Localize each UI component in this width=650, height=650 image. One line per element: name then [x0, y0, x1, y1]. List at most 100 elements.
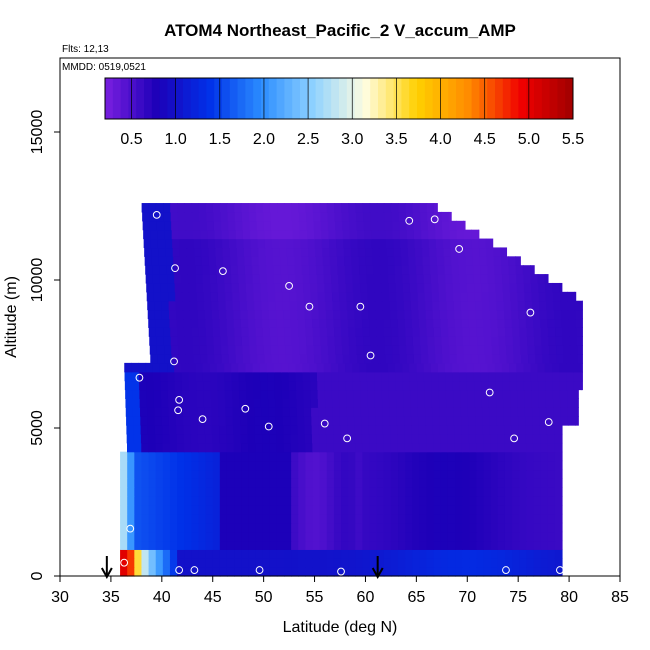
heatmap-cell	[418, 433, 427, 444]
heatmap-cell	[405, 504, 413, 515]
heatmap-cell	[497, 522, 506, 533]
heatmap-cell	[126, 416, 134, 426]
heatmap-cell	[422, 247, 430, 257]
heatmap-cell	[506, 354, 515, 364]
heatmap-cell	[296, 291, 305, 302]
heatmap-cell	[476, 522, 485, 533]
heatmap-cell	[304, 300, 312, 311]
heatmap-cell	[212, 442, 221, 453]
heatmap-cell	[354, 309, 363, 320]
heatmap-cell	[160, 380, 169, 391]
heatmap-cell	[312, 203, 321, 213]
heatmap-cell	[241, 558, 249, 568]
heatmap-cell	[164, 220, 172, 231]
heatmap-cell	[455, 487, 463, 497]
heatmap-cell	[454, 442, 463, 453]
heatmap-cell	[247, 425, 256, 435]
heatmap-cell	[563, 345, 571, 355]
heatmap-cell	[453, 416, 462, 426]
heatmap-cell	[211, 300, 220, 311]
heatmap-cell	[455, 504, 463, 515]
heatmap-cell	[163, 211, 172, 222]
heatmap-cell	[214, 354, 223, 364]
heatmap-cell	[320, 220, 329, 231]
heatmap-cell	[400, 238, 408, 249]
heatmap-cell	[143, 238, 152, 249]
colorbar-segment	[183, 78, 192, 119]
heatmap-cell	[328, 229, 337, 240]
heatmap-cell	[545, 398, 554, 408]
heatmap-cell	[202, 362, 211, 373]
heatmap-cell	[206, 336, 215, 346]
heatmap-cell	[241, 504, 249, 515]
heatmap-cell	[198, 558, 207, 568]
heatmap-cell	[284, 513, 292, 524]
heatmap-cell	[176, 425, 185, 435]
heatmap-cell	[553, 309, 562, 320]
heatmap-cell	[540, 433, 548, 444]
y-axis-label: Altitude (m)	[3, 276, 20, 358]
colorbar-segment	[565, 78, 574, 119]
heatmap-cell	[196, 282, 204, 293]
heatmap-cell	[517, 291, 526, 302]
heatmap-cell	[163, 203, 171, 213]
heatmap-cell	[120, 567, 128, 577]
heatmap-cell	[469, 496, 478, 506]
heatmap-cell	[305, 549, 314, 559]
heatmap-cell	[390, 478, 399, 488]
heatmap-cell	[249, 220, 258, 231]
heatmap-cell	[276, 549, 285, 559]
heatmap-cell	[220, 327, 228, 337]
heatmap-cell	[462, 531, 470, 542]
heatmap-cell	[553, 407, 562, 417]
heatmap-cell	[172, 238, 180, 249]
heatmap-cell	[196, 291, 205, 302]
heatmap-cell	[433, 558, 442, 568]
heatmap-cell	[300, 238, 309, 249]
heatmap-cell	[472, 256, 481, 266]
heatmap-cell	[377, 220, 386, 231]
sample-points	[110, 210, 592, 576]
heatmap-cell	[446, 398, 454, 408]
colorbar-segment	[144, 78, 153, 119]
heatmap-cell	[475, 300, 483, 311]
heatmap-cell	[248, 567, 257, 577]
heatmap-cell	[385, 238, 394, 249]
heatmap-cell	[378, 238, 387, 249]
heatmap-cell	[338, 380, 347, 391]
heatmap-cell	[306, 336, 314, 346]
heatmap-cell	[205, 531, 214, 542]
heatmap-cell	[501, 265, 510, 275]
heatmap-cell	[575, 318, 583, 328]
heatmap-cell	[141, 504, 150, 515]
heatmap-cell	[442, 229, 451, 240]
heatmap-cell	[354, 425, 363, 435]
heatmap-cell	[380, 274, 389, 284]
heatmap-cell	[212, 522, 221, 533]
heatmap-cell	[538, 389, 547, 399]
heatmap-cell	[355, 531, 363, 542]
heatmap-cell	[149, 336, 157, 346]
heatmap-cell	[177, 478, 185, 488]
heatmap-cell	[326, 478, 335, 488]
heatmap-cell	[447, 504, 456, 515]
heatmap-cell	[312, 522, 321, 533]
heatmap-cell	[482, 416, 491, 426]
heatmap-cell	[146, 389, 155, 399]
heatmap-cell	[530, 362, 539, 373]
heatmap-cell	[492, 354, 501, 364]
heatmap-cell	[472, 247, 480, 257]
heatmap-cell	[184, 496, 192, 506]
heatmap-cell	[464, 238, 473, 249]
heatmap-cell	[298, 531, 306, 542]
sample-point	[198, 415, 207, 424]
heatmap-cell	[276, 478, 285, 488]
heatmap-cell	[412, 513, 421, 524]
heatmap-cell	[241, 549, 249, 559]
heatmap-cell	[250, 354, 258, 364]
heatmap-cell	[247, 416, 255, 426]
heatmap-cell	[308, 247, 316, 257]
heatmap-cell	[390, 504, 399, 515]
heatmap-cell	[526, 531, 535, 542]
colorbar-segment	[471, 78, 480, 119]
